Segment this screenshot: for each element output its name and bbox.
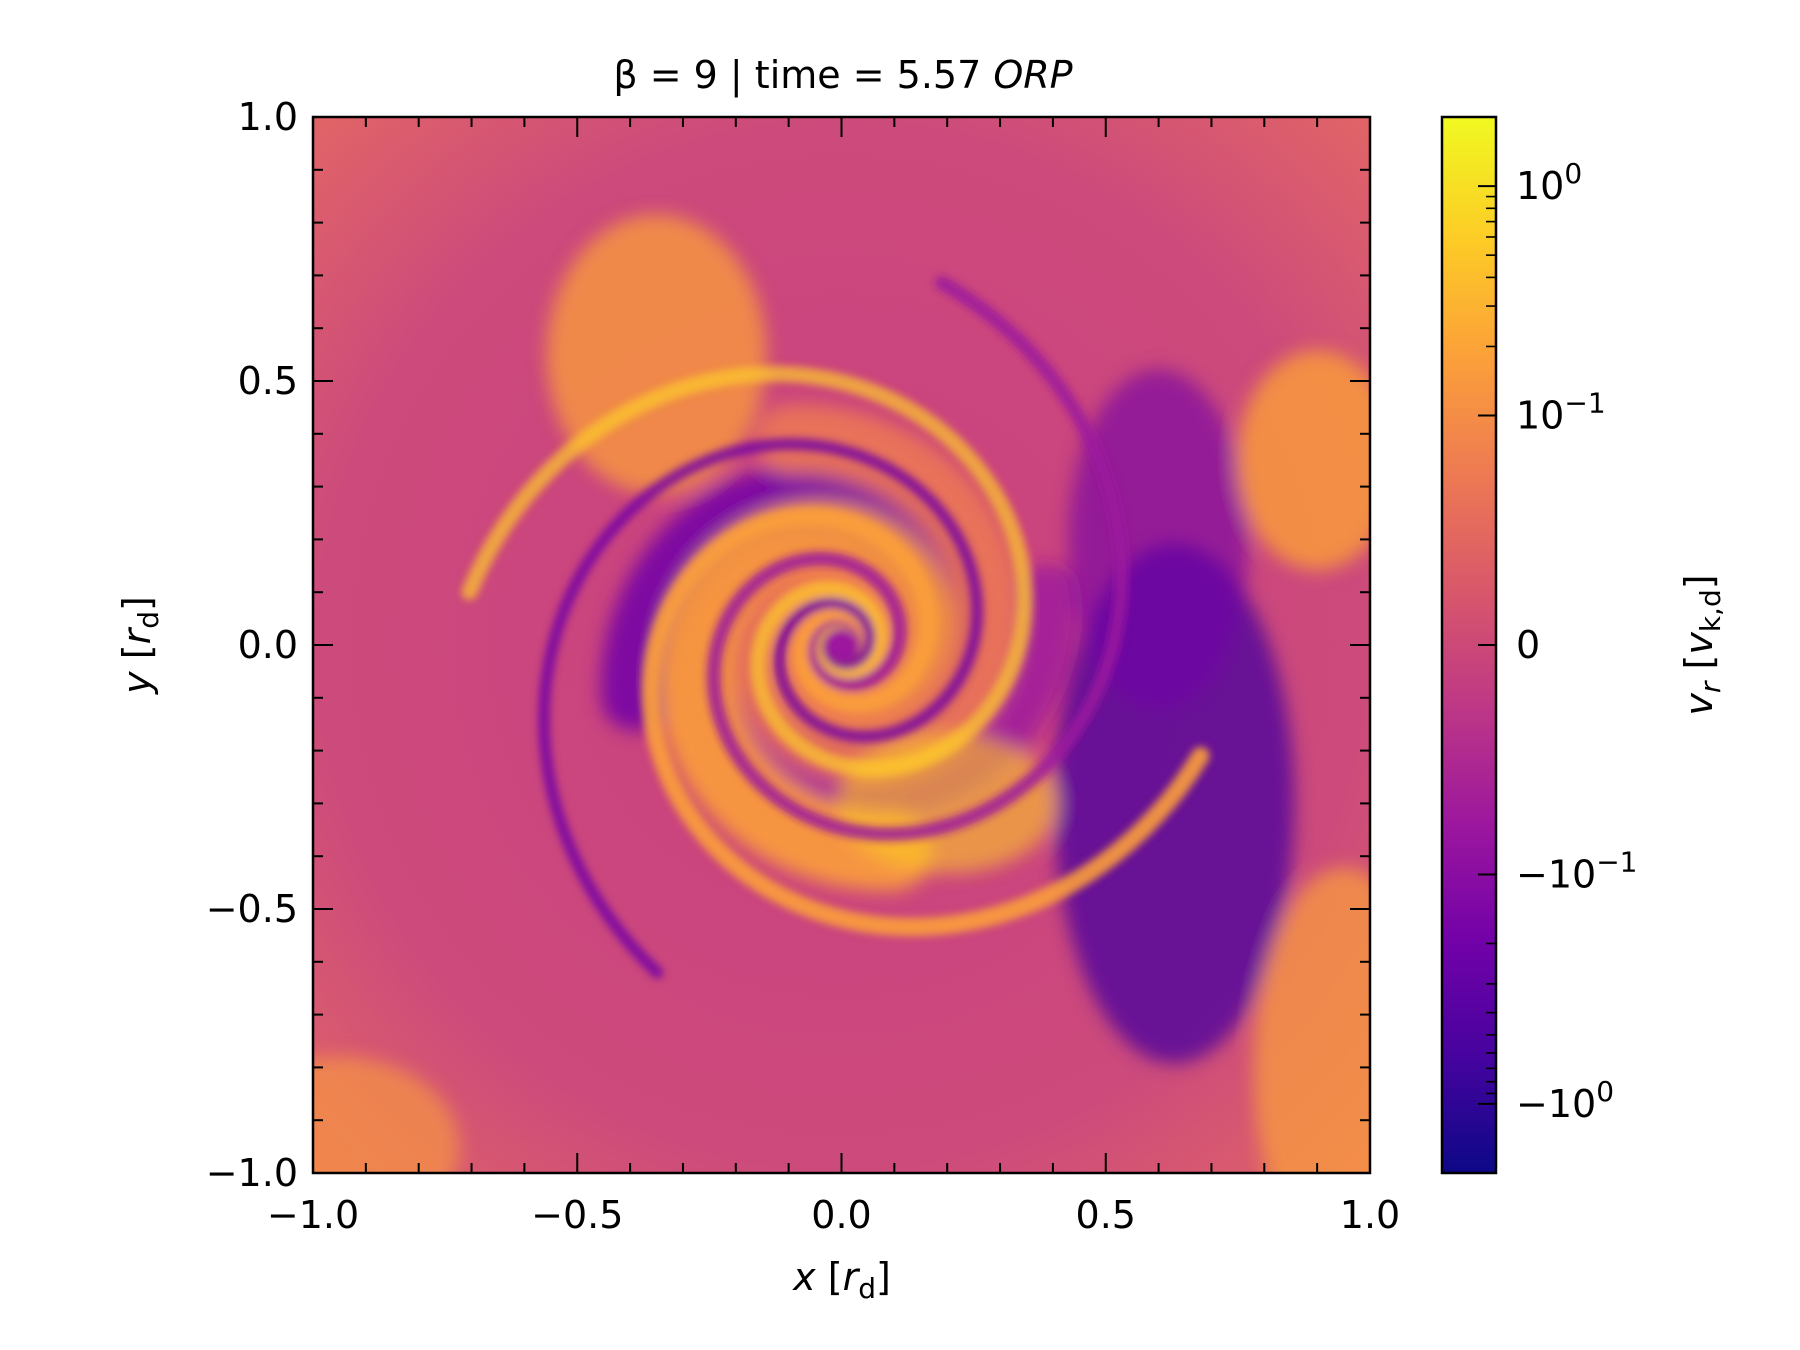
y-tick-label: 0.5 (238, 359, 298, 403)
colorbar-tick-label: −100 (1516, 1075, 1614, 1126)
y-tick-label: −1.0 (206, 1151, 298, 1195)
y-axis-label: y [rd] (115, 596, 165, 695)
heatmap-field (313, 117, 1370, 1173)
spiral-details (461, 275, 1210, 979)
colorbar-tick-labels: 100 10−1 0 −10−1 −100 (1516, 157, 1637, 1126)
outflow-lobe (313, 1056, 460, 1173)
colorbar-tick-label: 0 (1516, 623, 1540, 667)
y-tick-label: 1.0 (238, 95, 298, 139)
colorbar-tick-label: 100 (1516, 157, 1582, 208)
x-tick-label: −1.0 (267, 1193, 359, 1237)
colorbar-label: vr [vk,d] (1677, 574, 1727, 715)
x-tick-label: 1.0 (1340, 1193, 1400, 1237)
x-tick-label: 0.5 (1076, 1193, 1136, 1237)
y-tick-labels: −1.0 −0.5 0.0 0.5 1.0 (206, 95, 298, 1195)
inflow-region (1068, 369, 1249, 710)
chart-title: β = 9 | time = 5.57 ORP (613, 53, 1072, 98)
axes-ticks (312, 116, 1371, 1174)
center-core (825, 629, 858, 661)
outflow-lobe (1237, 350, 1370, 571)
outflow-lobe (1253, 867, 1370, 1173)
y-tick-label: 0.0 (238, 623, 298, 667)
x-tick-label: −0.5 (531, 1193, 623, 1237)
y-tick-label: −0.5 (206, 887, 298, 931)
colorbar-tick-label: 10−1 (1516, 387, 1606, 438)
x-tick-labels: −1.0 −0.5 0.0 0.5 1.0 (267, 1193, 1400, 1237)
colorbar-ticks (1478, 116, 1496, 1174)
x-tick-label: 0.0 (811, 1193, 871, 1237)
colorbar-tick-label: −10−1 (1516, 845, 1637, 896)
x-axis-label: x [rd] (792, 1255, 891, 1305)
